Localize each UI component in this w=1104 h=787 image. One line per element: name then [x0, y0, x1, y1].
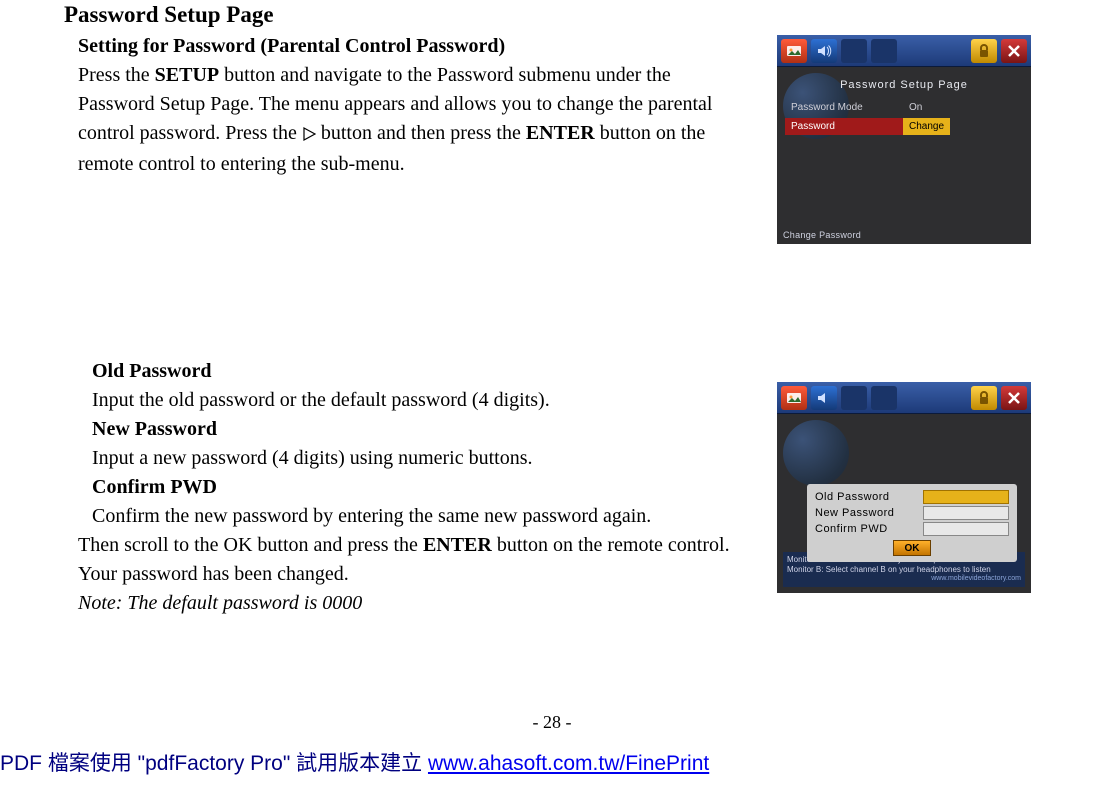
page-title: Password Setup Page	[64, 2, 1034, 28]
nav-lock-icon	[971, 39, 997, 63]
nav-picture-icon	[781, 386, 807, 410]
nav-sound-icon	[811, 39, 837, 63]
setup-word: SETUP	[155, 64, 219, 86]
old-password-desc: Input the old password or the default pa…	[92, 386, 744, 415]
para-text: button and then press the	[316, 122, 526, 144]
section-2-text: Old Password Input the old password or t…	[64, 357, 744, 618]
footer-prefix: PDF 檔案使用 "pdfFactory Pro" 試用版本建立	[0, 752, 428, 775]
section-1-text: Setting for Password (Parental Control P…	[78, 32, 744, 247]
nav-close-icon	[1001, 39, 1027, 63]
para-text: Press the	[78, 64, 155, 86]
screenshot-topbar	[777, 35, 1031, 67]
new-password-input	[923, 506, 1009, 520]
enter-word: ENTER	[526, 122, 595, 144]
row-value-highlight: Change	[903, 118, 950, 135]
pdf-footer: PDF 檔案使用 "pdfFactory Pro" 試用版本建立 www.aha…	[0, 747, 709, 777]
nav-blank-icon	[841, 386, 867, 410]
nav-blank-icon	[871, 39, 897, 63]
old-password-input	[923, 490, 1009, 504]
new-password-desc: Input a new password (4 digits) using nu…	[92, 444, 744, 473]
ok-button: OK	[893, 540, 931, 556]
section-1-subheading: Setting for Password (Parental Control P…	[78, 32, 744, 61]
nav-sound-icon	[811, 386, 837, 410]
watermark: www.mobilevideofactory.com	[787, 575, 1021, 584]
screenshot-title: Password Setup Page	[785, 79, 1023, 91]
nav-blank-icon	[871, 386, 897, 410]
page-number: - 28 -	[0, 712, 1104, 733]
footer-link[interactable]: www.ahasoft.com.tw/FinePrint	[428, 752, 709, 775]
old-password-heading: Old Password	[92, 357, 744, 386]
confirm-pwd-heading: Confirm PWD	[92, 473, 744, 502]
row-value: On	[903, 99, 928, 116]
nav-lock-icon	[971, 386, 997, 410]
after-text: Then scroll to the OK button and press t…	[78, 534, 423, 556]
enter-word: ENTER	[423, 534, 492, 556]
nav-blank-icon	[841, 39, 867, 63]
hint-line: Monitor B: Select channel B on your head…	[787, 565, 1021, 575]
screenshot-password-setup: Password Setup Page Password Mode On Pas…	[774, 32, 1034, 247]
password-fields-panel: Old Password New Password Confirm PWD OK	[807, 484, 1017, 562]
nav-close-icon	[1001, 386, 1027, 410]
screenshot-password-entry: Old Password New Password Confirm PWD OK…	[774, 379, 1034, 596]
screenshot-topbar	[777, 382, 1031, 414]
row-label: Password Mode	[785, 99, 903, 116]
field-label: Confirm PWD	[815, 523, 923, 535]
nav-picture-icon	[781, 39, 807, 63]
confirm-pwd-input	[923, 522, 1009, 536]
screenshot-caption: Change Password	[783, 230, 1025, 240]
play-right-icon	[302, 121, 316, 150]
new-password-heading: New Password	[92, 415, 744, 444]
row-label-selected: Password	[785, 118, 903, 135]
default-password-note: Note: The default password is 0000	[78, 589, 744, 618]
field-label: Old Password	[815, 491, 923, 503]
field-label: New Password	[815, 507, 923, 519]
confirm-pwd-desc: Confirm the new password by entering the…	[92, 502, 744, 531]
